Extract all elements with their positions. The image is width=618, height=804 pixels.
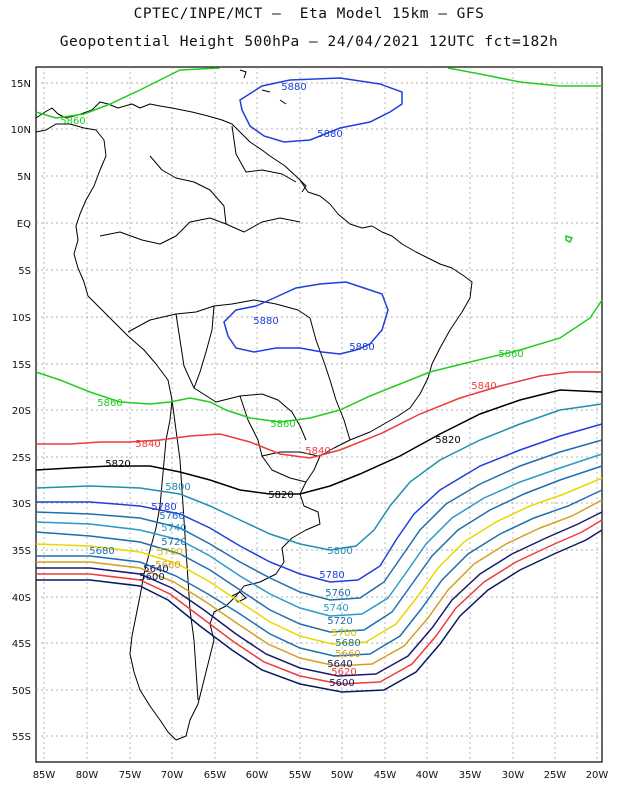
contour-trough-labels: 5800 5800 5780 5780 5760 5760 5740 5740 … <box>89 482 360 689</box>
lon-label: 80W <box>76 770 99 781</box>
lat-label: 50S <box>12 686 31 697</box>
contour-label: 5600 <box>329 678 354 689</box>
contour-label: 5760 <box>159 511 184 522</box>
contour-label: 5740 <box>323 603 348 614</box>
contour-label: 5860 <box>498 349 523 360</box>
lat-label: 25S <box>12 453 31 464</box>
contour-label: 5800 <box>165 482 190 493</box>
contour-label: 5840 <box>305 446 330 457</box>
contour-label: 5700 <box>157 547 182 558</box>
contour-label: 5720 <box>327 616 352 627</box>
contour-label: 5820 <box>435 435 460 446</box>
contour-label: 5880 <box>281 82 306 93</box>
contour-label: 5660 <box>155 560 180 571</box>
lat-label: 30S <box>12 499 31 510</box>
contour-5740-line <box>35 453 603 617</box>
contour-label: 5680 <box>89 546 114 557</box>
contour-5680-line <box>36 489 603 657</box>
contour-label: 5760 <box>325 588 350 599</box>
lat-label: EQ <box>17 219 31 230</box>
graticule <box>36 67 602 762</box>
contour-label: 5640 <box>327 659 352 670</box>
contour-5800-line <box>35 403 603 551</box>
contour-5660-line <box>36 499 603 667</box>
lon-label: 20W <box>586 770 609 781</box>
lon-label: 65W <box>204 770 227 781</box>
contour-5880 <box>223 77 403 355</box>
contour-5860-labels: 5860 5860 5860 5860 <box>60 116 523 430</box>
map-frame <box>35 66 603 763</box>
contour-5700-line <box>35 477 603 645</box>
contour-label: 5600 <box>139 572 164 583</box>
contour-label: 5840 <box>135 439 160 450</box>
contour-label: 5860 <box>270 419 295 430</box>
contour-label: 5680 <box>335 638 360 649</box>
lat-label: 20S <box>12 406 31 417</box>
contour-label: 5860 <box>60 116 85 127</box>
contour-5820-labels: 5820 5820 5820 <box>105 435 460 501</box>
lon-label: 40W <box>416 770 439 781</box>
lat-label: 55S <box>12 732 31 743</box>
contour-5840-labels: 5840 5840 5840 <box>135 381 496 457</box>
lat-label: 35S <box>12 546 31 557</box>
latitude-labels: 15N 10N 5N EQ 5S 10S 15S 20S 25S 30S 35S… <box>11 79 31 743</box>
contour-label: 5780 <box>319 570 344 581</box>
contour-5820 <box>35 389 603 495</box>
contour-label: 5880 <box>349 342 374 353</box>
contour-label: 5780 <box>151 502 176 513</box>
contour-label: 5800 <box>327 546 352 557</box>
contour-trough-lines <box>35 403 603 693</box>
map-title-line1: CPTEC/INPE/MCT – Eta Model 15km – GFS <box>133 6 485 22</box>
contour-5780-line <box>36 423 603 583</box>
lon-label: 70W <box>161 770 184 781</box>
contour-label: 5840 <box>471 381 496 392</box>
lat-label: 10N <box>11 125 31 136</box>
contour-5880-labels: 5880 5880 5880 5880 <box>253 82 374 353</box>
contour-label: 5880 <box>317 129 342 140</box>
lat-label: 40S <box>12 593 31 604</box>
lat-label: 10S <box>12 313 31 324</box>
contour-label: 5860 <box>97 398 122 409</box>
contour-label: 5720 <box>161 537 186 548</box>
lon-label: 55W <box>289 770 312 781</box>
coastline <box>35 101 473 741</box>
lat-label: 5N <box>17 172 31 183</box>
contour-label: 5880 <box>253 316 278 327</box>
lat-label: 15N <box>11 79 31 90</box>
contour-label: 5820 <box>105 459 130 470</box>
contour-5720-line <box>35 465 603 633</box>
longitude-labels: 85W 80W 75W 70W 65W 60W 55W 50W 45W 40W … <box>33 770 609 781</box>
contour-5760-line <box>35 439 603 601</box>
lon-label: 85W <box>33 770 56 781</box>
contour-label: 5820 <box>268 490 293 501</box>
lon-label: 30W <box>502 770 525 781</box>
contour-5620-line <box>36 519 603 685</box>
contour-label: 5640 <box>143 564 168 575</box>
lat-label: 5S <box>18 266 31 277</box>
contour-label: 5700 <box>331 628 356 639</box>
lat-label: 45S <box>12 639 31 650</box>
contour-label: 5740 <box>161 523 186 534</box>
map-title-line2: Geopotential Height 500hPa – 24/04/2021 … <box>59 34 559 50</box>
lat-label: 15S <box>12 360 31 371</box>
lon-label: 60W <box>246 770 269 781</box>
contour-5640-line <box>36 511 603 677</box>
lon-label: 75W <box>119 770 142 781</box>
lon-label: 35W <box>459 770 482 781</box>
contour-5840 <box>36 371 602 459</box>
lon-label: 25W <box>544 770 567 781</box>
lon-label: 45W <box>374 770 397 781</box>
contour-label: 5660 <box>335 649 360 660</box>
contour-5600-line <box>36 529 603 693</box>
contour-5860 <box>35 67 603 423</box>
lon-label: 50W <box>331 770 354 781</box>
contour-label: 5620 <box>331 667 356 678</box>
